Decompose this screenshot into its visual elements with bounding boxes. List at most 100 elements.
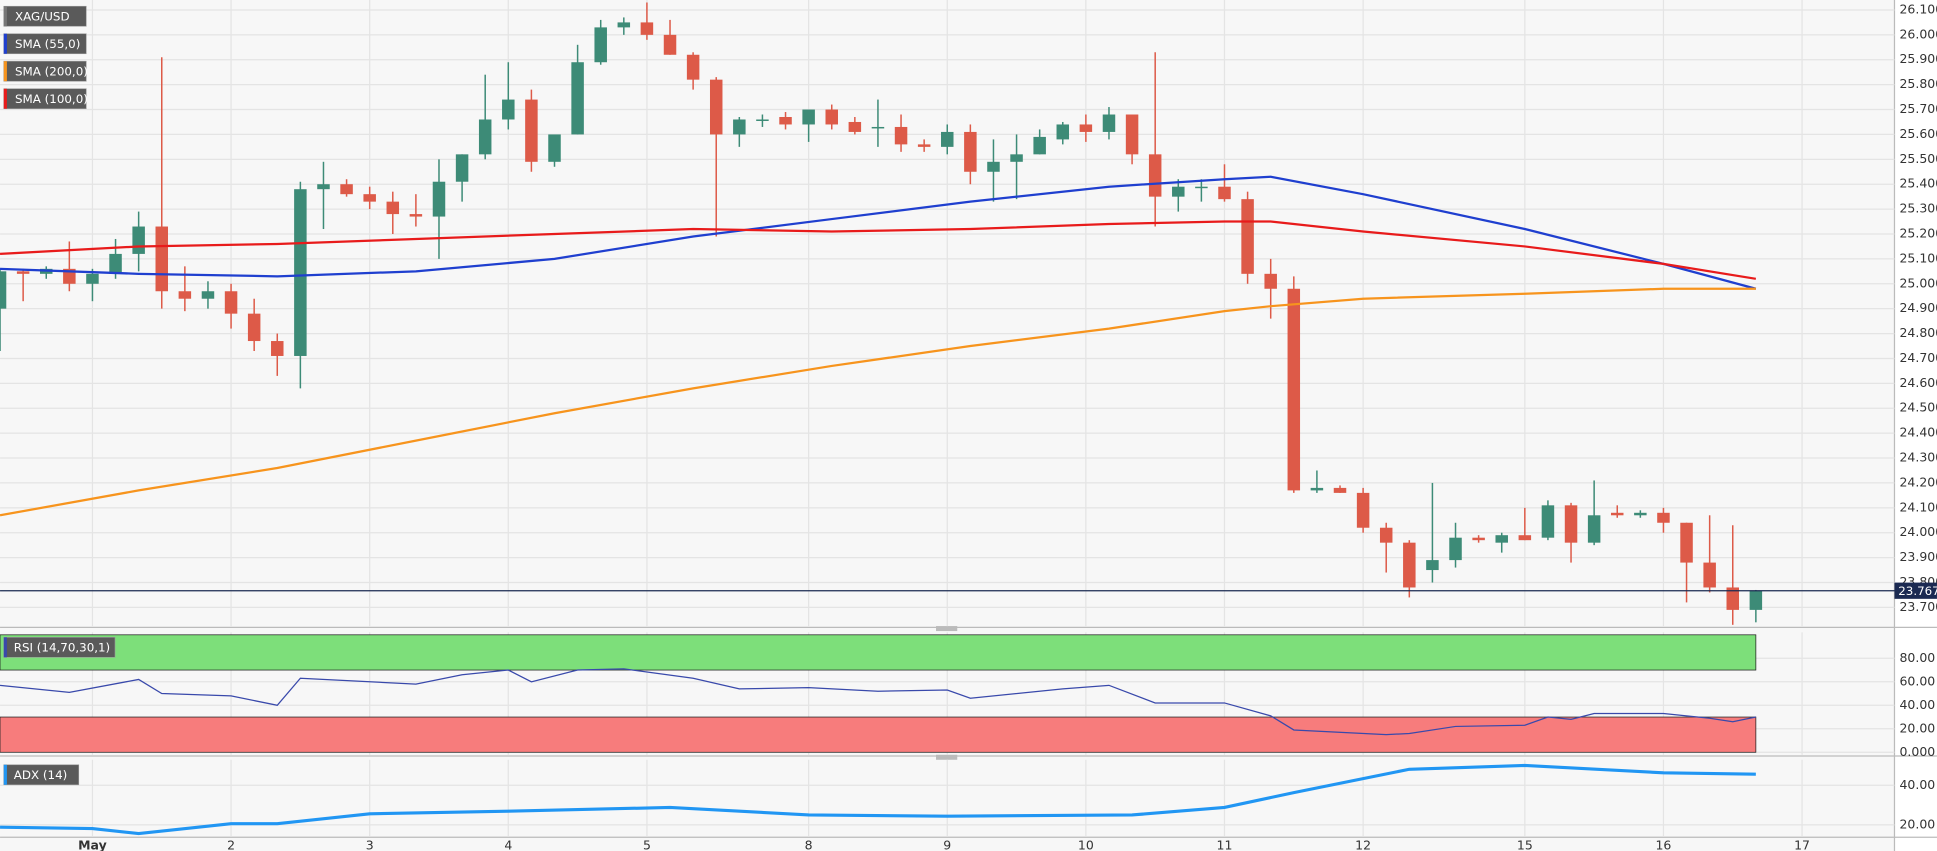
y-tick-label: 24.600 bbox=[1899, 375, 1937, 390]
candle-body bbox=[1680, 522, 1693, 563]
candle-body bbox=[1010, 154, 1023, 162]
candle-body bbox=[779, 116, 792, 125]
candle-body bbox=[1726, 587, 1740, 610]
candle-body bbox=[317, 184, 330, 190]
candle-body bbox=[432, 181, 446, 217]
resize-handle[interactable] bbox=[936, 754, 958, 760]
legend-label: ADX (14) bbox=[14, 768, 67, 782]
candle-body bbox=[733, 119, 746, 135]
candle-body bbox=[1195, 186, 1208, 189]
candle-body bbox=[16, 271, 30, 274]
x-tick-label: 15 bbox=[1517, 838, 1533, 851]
legend-label: SMA (200,0) bbox=[15, 64, 88, 78]
y-tick-label: 20.00 bbox=[1899, 816, 1935, 831]
x-tick-label: 5 bbox=[643, 838, 651, 851]
candle-body bbox=[340, 184, 353, 195]
candle-body bbox=[132, 226, 145, 254]
sma-line bbox=[0, 287, 1756, 517]
y-tick-label: 25.100 bbox=[1899, 250, 1937, 265]
legend-swatch bbox=[3, 61, 7, 82]
candle-body bbox=[1495, 535, 1508, 543]
candle-body bbox=[502, 99, 515, 120]
candle-body bbox=[1218, 186, 1231, 200]
legend-label: SMA (100,0) bbox=[15, 92, 88, 106]
candle-body bbox=[1403, 542, 1416, 588]
x-tick-label: 4 bbox=[504, 838, 512, 851]
y-tick-label: 24.800 bbox=[1899, 325, 1937, 340]
legend-swatch bbox=[3, 6, 7, 27]
x-tick-label: May bbox=[78, 838, 107, 851]
y-tick-label: 25.900 bbox=[1899, 51, 1937, 66]
y-tick-label: 40.00 bbox=[1899, 777, 1935, 792]
x-tick-label: 16 bbox=[1656, 838, 1672, 851]
candle-body bbox=[686, 54, 700, 80]
indicator-line bbox=[0, 763, 1756, 836]
candle-body bbox=[247, 313, 261, 342]
candle-body bbox=[1518, 535, 1532, 541]
labels: 23.70023.80023.90024.00024.10024.20024.3… bbox=[3, 1, 1937, 851]
candle-body bbox=[386, 201, 400, 215]
candle-body bbox=[271, 341, 284, 356]
y-tick-label: 25.400 bbox=[1899, 176, 1937, 191]
candle-body bbox=[363, 194, 376, 202]
x-tick-label: 9 bbox=[943, 838, 951, 851]
x-tick-label: 11 bbox=[1217, 838, 1233, 851]
candle-body bbox=[478, 119, 492, 155]
y-tick-label: 24.900 bbox=[1899, 300, 1937, 315]
candle-body bbox=[155, 226, 169, 292]
sma-line bbox=[0, 175, 1757, 290]
candle-body bbox=[1379, 527, 1393, 543]
y-tick-label: 25.000 bbox=[1899, 275, 1937, 290]
legend-swatch bbox=[3, 33, 7, 54]
candle-body bbox=[1148, 154, 1162, 197]
legend-swatch bbox=[3, 88, 7, 109]
candle-body bbox=[86, 273, 99, 284]
indicator-line bbox=[0, 668, 1756, 736]
candle-body bbox=[63, 268, 76, 284]
y-tick-label: 0.000 bbox=[1899, 744, 1935, 759]
y-tick-label: 80.00 bbox=[1899, 650, 1935, 665]
x-tick-label: 3 bbox=[366, 838, 374, 851]
candle-body bbox=[917, 144, 931, 147]
x-tick-label: 2 bbox=[227, 838, 235, 851]
legend-label: RSI (14,70,30,1) bbox=[14, 640, 110, 654]
candle-body bbox=[109, 253, 122, 274]
candle-body bbox=[224, 291, 238, 314]
marks bbox=[0, 2, 1895, 836]
y-tick-label: 24.400 bbox=[1899, 425, 1937, 440]
y-tick-label: 20.00 bbox=[1899, 720, 1935, 735]
candle-body bbox=[709, 79, 723, 135]
candle-body bbox=[594, 27, 607, 63]
candle-body bbox=[1564, 505, 1578, 543]
y-tick-label: 23.700 bbox=[1899, 599, 1937, 614]
y-tick-label: 25.600 bbox=[1899, 126, 1937, 141]
candle-body bbox=[1033, 136, 1046, 155]
candle-body bbox=[941, 131, 954, 147]
sma-line bbox=[0, 220, 1757, 280]
y-tick-label: 24.700 bbox=[1899, 350, 1937, 365]
candle-body bbox=[1241, 199, 1254, 274]
candle-body bbox=[1125, 114, 1139, 155]
candle-body bbox=[871, 126, 885, 129]
candle-body bbox=[1056, 124, 1070, 140]
y-tick-label: 23.900 bbox=[1899, 549, 1937, 564]
candle-body bbox=[0, 271, 7, 309]
candle-body bbox=[294, 189, 307, 356]
y-tick-label: 26.100 bbox=[1899, 1, 1937, 16]
resize-handle[interactable] bbox=[936, 626, 958, 632]
candle-body bbox=[964, 131, 977, 172]
legend-swatch bbox=[3, 637, 7, 658]
last-price-tag bbox=[1894, 582, 1937, 599]
legend-label: SMA (55,0) bbox=[15, 37, 80, 51]
candle-body bbox=[1102, 114, 1116, 132]
legend-swatch bbox=[3, 764, 7, 785]
candle-body bbox=[1587, 515, 1601, 543]
candle-body bbox=[1449, 537, 1462, 561]
candle-body bbox=[1287, 288, 1301, 491]
y-tick-label: 24.200 bbox=[1899, 474, 1937, 489]
candle-body bbox=[1172, 186, 1185, 197]
candle-body bbox=[640, 22, 654, 35]
candle-body bbox=[663, 34, 677, 55]
candle-body bbox=[1310, 487, 1324, 491]
